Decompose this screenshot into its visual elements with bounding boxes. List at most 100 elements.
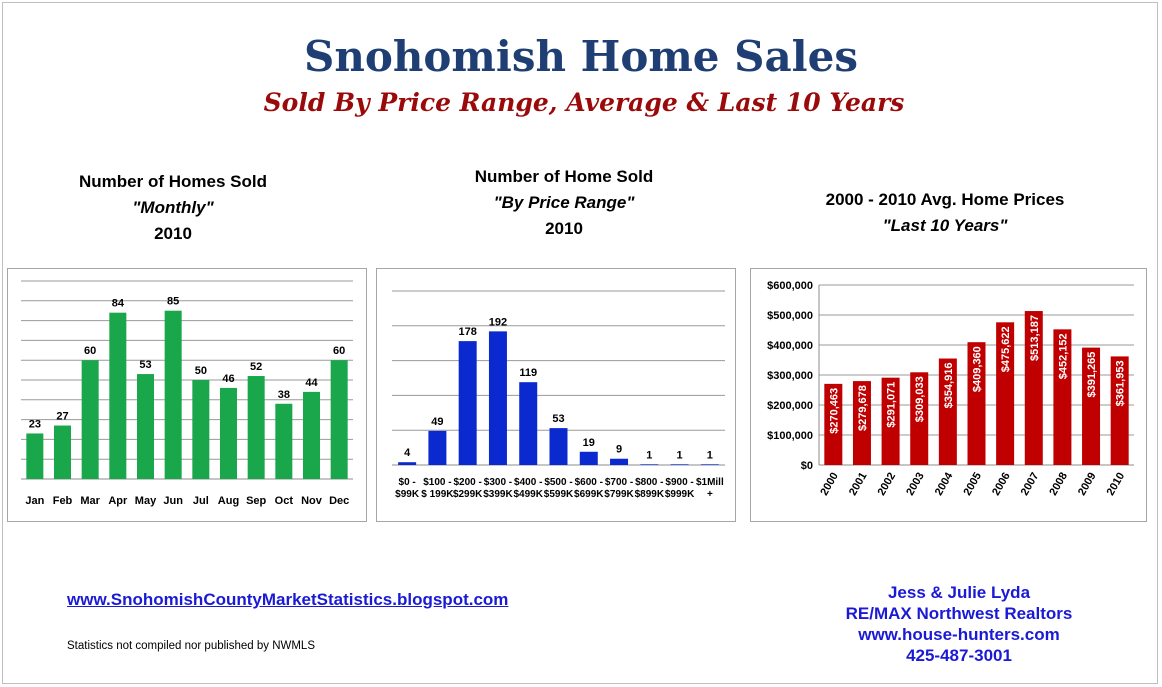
page-subtitle: Sold By Price Range, Average & Last 10 Y… [263,88,905,117]
data-label: 178 [459,326,477,338]
data-label: 49 [431,416,443,428]
x-tick-label: $200 - [454,477,482,488]
data-label: 119 [519,367,537,379]
bar [1024,311,1043,465]
x-tick-label: $999K [665,489,695,500]
x-tick-label: 2006 [990,471,1013,498]
x-tick-label: $799K [604,489,634,500]
data-label: $361,953 [1115,360,1127,406]
bar [137,374,154,479]
x-tick-label: $500 - [544,477,572,488]
x-tick-label: Oct [275,495,294,507]
blog-link[interactable]: www.SnohomishCountyMarketStatistics.blog… [67,590,509,609]
x-tick-label: $399K [483,489,513,500]
data-label: 85 [167,296,179,308]
data-label: 60 [84,345,96,357]
x-tick-label: $ 199K [421,489,454,500]
bar [398,462,417,465]
x-tick-label: Nov [301,495,323,507]
bar [967,342,986,465]
monthly-sales-chart: 23 Jan 27 Feb 60 Mar 84 Apr 53 May 85 Jun 50 Jul 46 Aug… [21,280,353,507]
y-tick-label: $200,000 [767,400,813,412]
x-tick-label: $600 - [575,477,603,488]
price-range-chart: 4 $0 -$99K 49 $100 -$ 199K 178 $200 -$299K 192… [392,290,725,500]
bar [220,387,237,479]
x-tick-label: $1Mill [696,477,724,488]
data-label: 27 [56,411,68,423]
x-tick-label: $99K [395,489,420,500]
bar [164,310,182,479]
data-label: 53 [139,359,151,371]
avg-price-chart-panel: $0 $100,000 $200,000 $300,000 $400,000 $500,0… [750,268,1147,522]
bar [996,322,1015,465]
data-label: 52 [250,361,262,373]
y-tick-label: $600,000 [767,280,813,292]
avg-price-chart-heading: 2000 - 2010 Avg. Home Prices "Last 10 Ye… [780,187,1110,239]
bar [881,377,900,465]
data-label: 1 [646,449,652,461]
x-tick-label: Jan [25,495,44,507]
x-tick-label: $899K [635,489,665,500]
data-label: 84 [112,298,125,310]
bar [488,331,507,465]
x-tick-label: 2002 [876,471,899,498]
price-range-heading-line3: 2010 [545,219,583,238]
x-tick-label: 2010 [1105,471,1128,498]
contact-phone: 425-487-3001 [906,646,1012,665]
x-tick-label: $499K [513,489,543,500]
price-range-chart-panel: 4 $0 - $99K 49 $100 - $ 199K 178 $200 - $299K 192… [376,268,736,522]
monthly-chart-panel: 23 Jan 27 Feb 60 Mar 84 Apr 53 May 85 Jun 50 Jul 46 Aug… [7,268,367,522]
x-tick-label: 2001 [847,471,870,498]
bar [303,391,320,479]
data-label: 1 [677,449,683,461]
contact-company: RE/MAX Northwest Realtors [845,604,1073,623]
x-tick-label: May [135,495,157,507]
data-label: $291,071 [886,382,898,428]
data-label: $475,622 [1000,326,1012,372]
x-tick-label: Jun [163,495,183,507]
data-label: $391,265 [1086,352,1098,398]
x-tick-label: $299K [453,489,483,500]
bar [458,341,477,465]
x-tick-label: Feb [53,495,73,507]
contact-names: Jess & Julie Lyda [887,583,1031,602]
x-tick-label: 2007 [1019,471,1042,498]
x-tick-label: $0 - [399,477,416,488]
bar [81,360,99,479]
avg-price-chart: $0 $100,000 $200,000 $300,000 $400,000 $500,0… [767,280,1134,498]
bar [1110,356,1129,465]
x-tick-label: Apr [108,495,128,507]
data-label: $279,678 [857,385,869,431]
data-label: 50 [195,365,207,377]
x-tick-label: 2000 [818,471,841,498]
bar [54,425,71,479]
bar [192,380,210,479]
contact-block: Jess & Julie Lyda RE/MAX Northwest Realt… [800,582,1118,666]
price-range-chart-heading: Number of Home Sold "By Price Range" 201… [434,164,694,242]
monthly-heading-line2: "Monthly" [132,198,214,217]
bar [549,428,568,465]
data-label: $409,360 [972,346,984,392]
bar [247,376,265,479]
bar [579,451,598,465]
data-label: $270,463 [828,388,840,434]
page-title: Snohomish Home Sales [304,32,858,81]
data-label: 60 [333,345,345,357]
x-tick-label: $599K [544,489,574,500]
data-label: 1 [707,449,713,461]
x-tick-label: $300 - [484,477,512,488]
x-tick-label: $800 - [635,477,663,488]
x-tick-label: + [707,489,713,500]
monthly-chart-heading: Number of Homes Sold "Monthly" 2010 [43,169,303,247]
x-tick-label: 2005 [961,471,984,498]
data-label: 192 [489,316,507,328]
y-tick-label: $0 [801,460,813,472]
data-label: 9 [616,444,622,456]
y-tick-label: $300,000 [767,370,813,382]
data-label: $309,033 [914,376,926,422]
bar [275,403,293,479]
x-tick-label: $900 - [665,477,693,488]
contact-website[interactable]: www.house-hunters.com [858,625,1060,644]
bar [700,464,719,465]
